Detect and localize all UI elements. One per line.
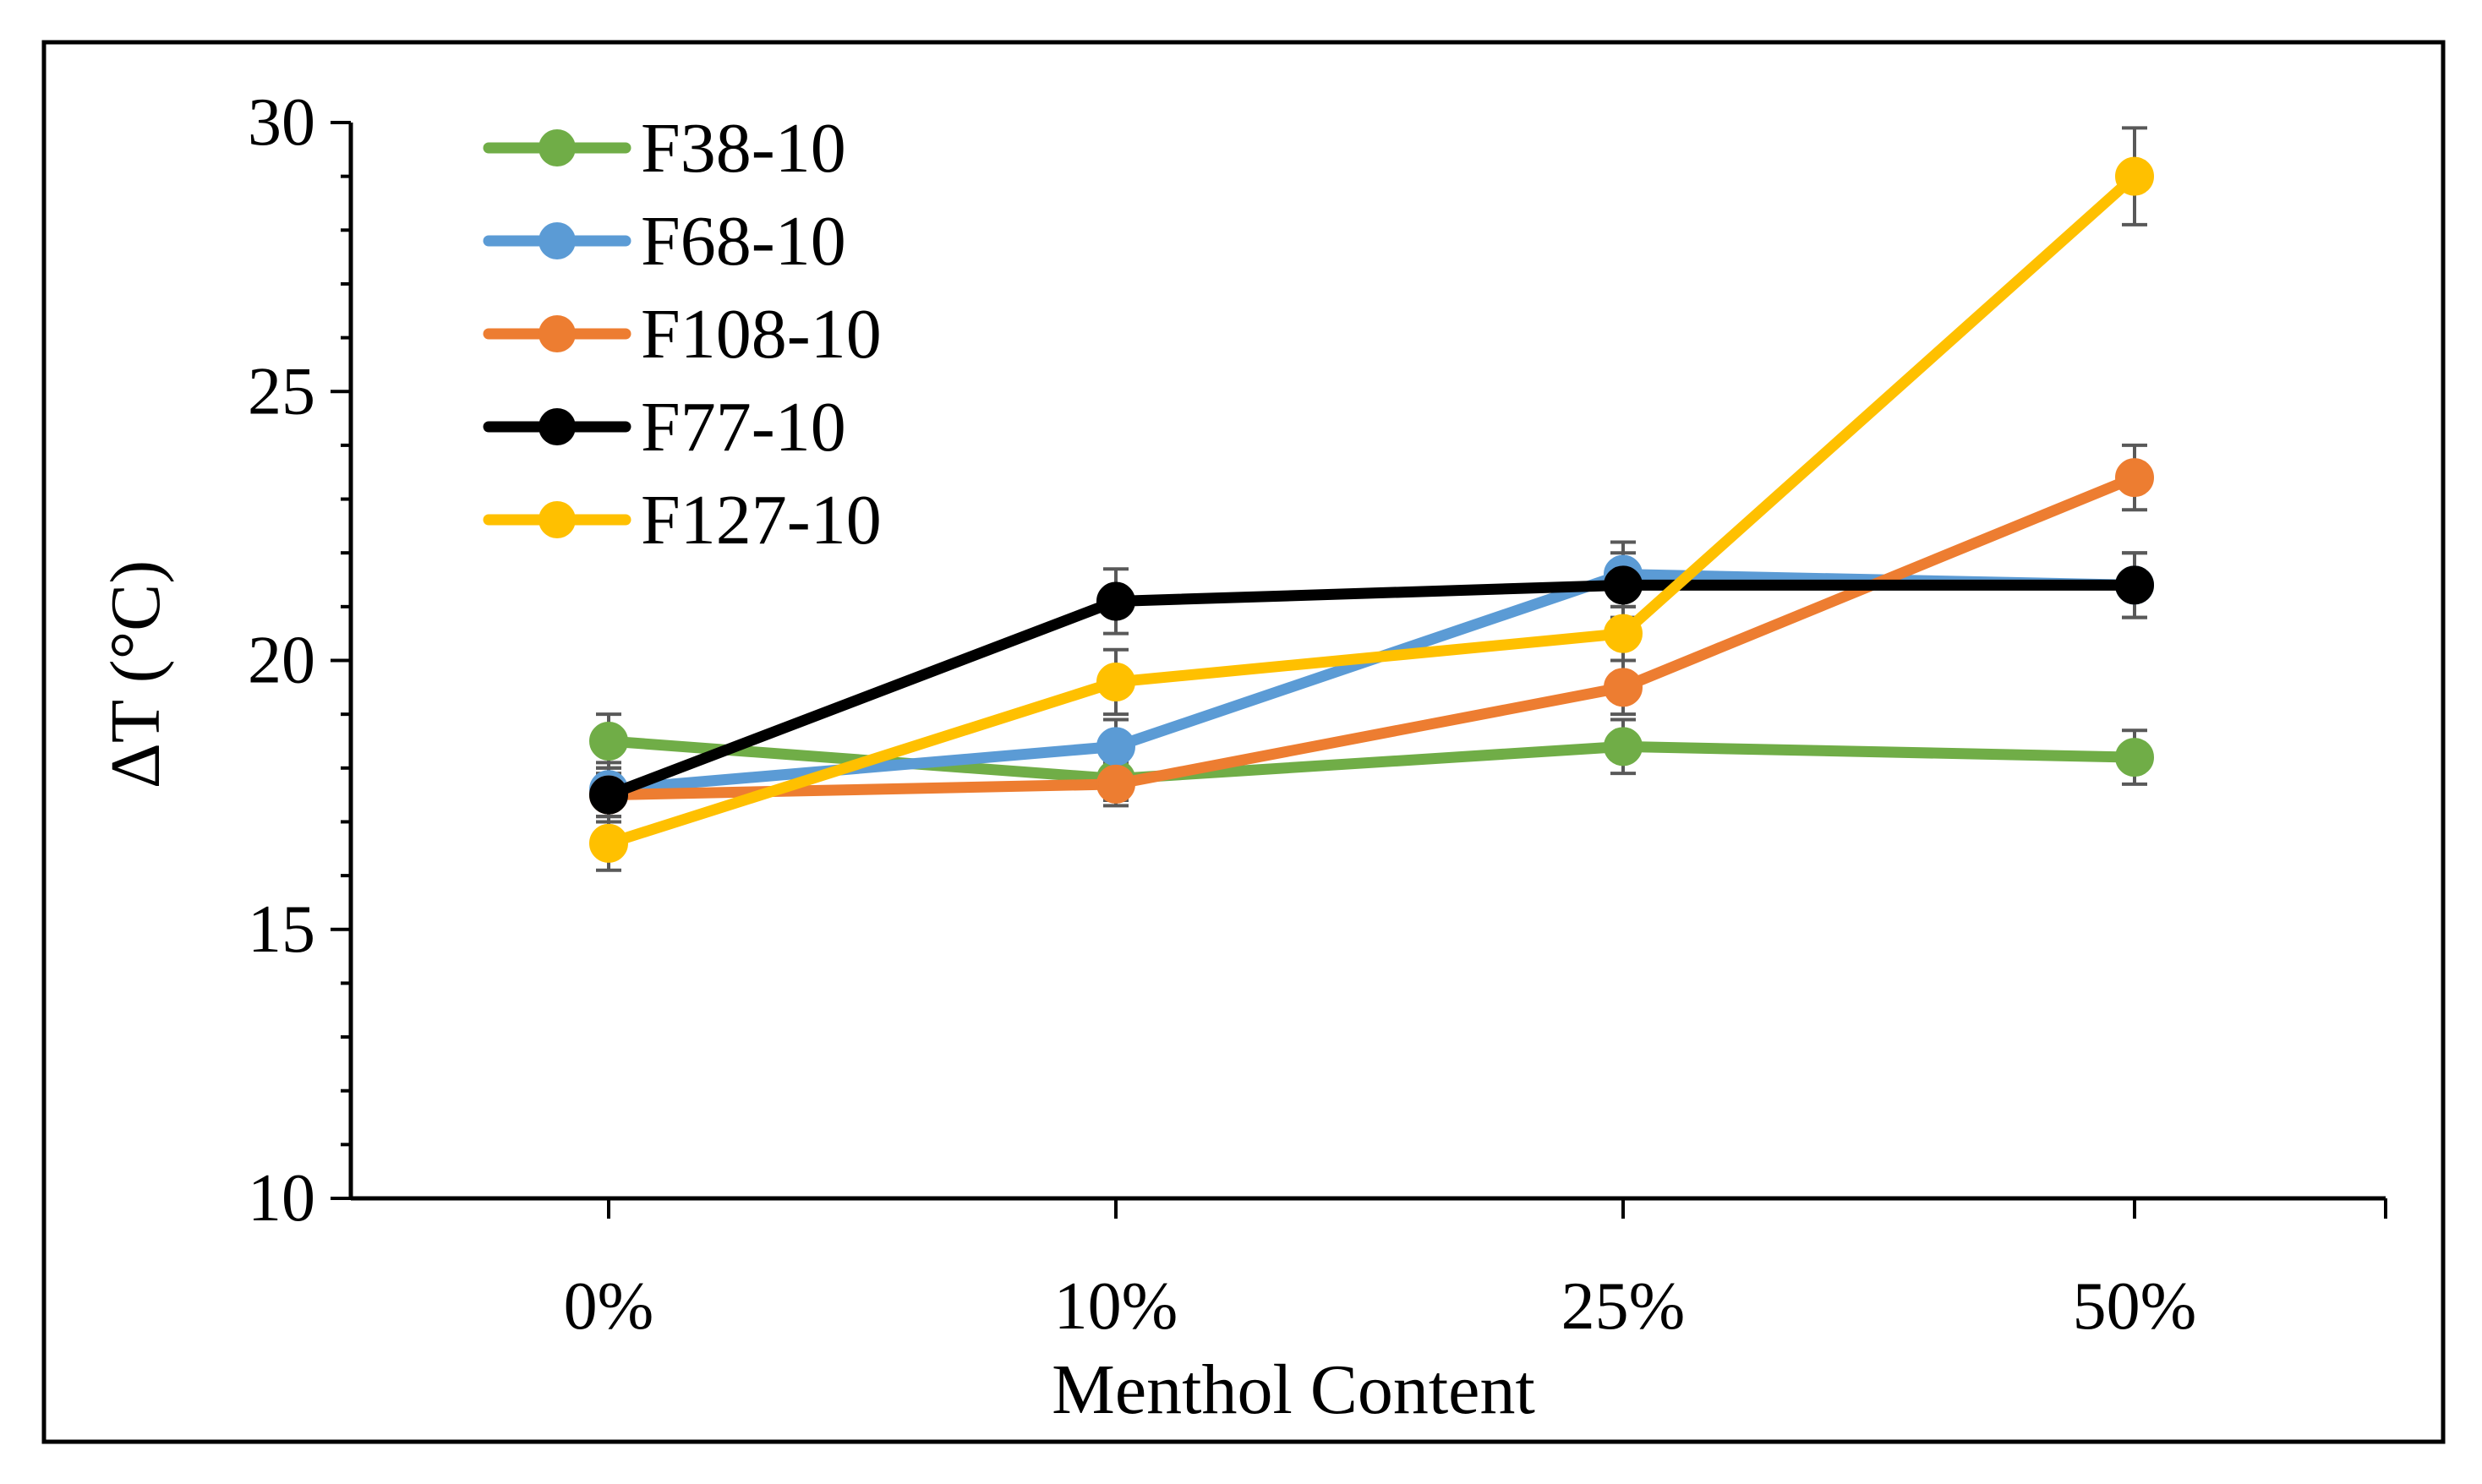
chart-border <box>41 40 2446 1444</box>
data-point-f38-10 <box>589 721 628 761</box>
legend-label-f108-10: F108-10 <box>641 295 882 374</box>
x-tick-label: 50% <box>2073 1269 2197 1344</box>
y-tick-label: 25 <box>248 354 315 428</box>
legend-label-f38-10: F38-10 <box>641 109 846 188</box>
x-tick-label: 0% <box>564 1269 654 1344</box>
series-f127-10 <box>589 156 2154 863</box>
legend-label-f127-10: F127-10 <box>641 481 882 559</box>
data-point-f108-10 <box>1604 668 1643 707</box>
data-point-f127-10 <box>1096 662 1135 701</box>
y-tick-label: 10 <box>248 1161 315 1236</box>
data-point-f77-10 <box>589 775 628 815</box>
legend-marker-f127-10 <box>538 501 576 538</box>
legend: F38-10 F68-10 F108-10 F77-10 F127-10 <box>483 109 882 559</box>
y-tick-label: 30 <box>248 85 315 160</box>
data-point-f127-10 <box>589 823 628 863</box>
legend-marker-f77-10 <box>538 408 576 445</box>
data-point-f108-10 <box>2115 458 2154 498</box>
series-line-f127-10 <box>603 171 2140 849</box>
data-point-f127-10 <box>2115 156 2154 196</box>
data-point-f38-10 <box>2115 738 2154 777</box>
y-tick-label: 15 <box>248 892 315 967</box>
legend-marker-f68-10 <box>538 222 576 259</box>
y-tick-label: 20 <box>248 624 315 698</box>
series-f77-10 <box>589 565 2154 815</box>
legend-marker-f108-10 <box>538 315 576 352</box>
series-layer <box>589 126 2154 872</box>
series-line-f77-10 <box>603 579 2140 801</box>
legend-label-f68-10: F68-10 <box>641 202 846 281</box>
data-point-f108-10 <box>1096 764 1135 804</box>
x-axis-ticks: 0% 10% 25% 50% <box>564 1198 2387 1344</box>
legend-marker-f38-10 <box>538 129 576 166</box>
legend-label-f77-10: F77-10 <box>641 388 846 466</box>
data-point-f127-10 <box>1604 614 1643 653</box>
y-axis-ticks: 10 15 20 25 30 <box>248 85 351 1236</box>
y-axis-title: ΔT (°C) <box>96 560 175 788</box>
data-point-f77-10 <box>1604 565 1643 605</box>
data-point-f68-10 <box>1096 727 1135 767</box>
x-tick-label: 25% <box>1561 1269 1686 1344</box>
x-axis-title: Menthol Content <box>1052 1350 1535 1429</box>
data-point-f77-10 <box>1096 581 1135 621</box>
x-tick-label: 10% <box>1054 1269 1178 1344</box>
data-point-f38-10 <box>1604 727 1643 767</box>
data-point-f77-10 <box>2115 565 2154 605</box>
